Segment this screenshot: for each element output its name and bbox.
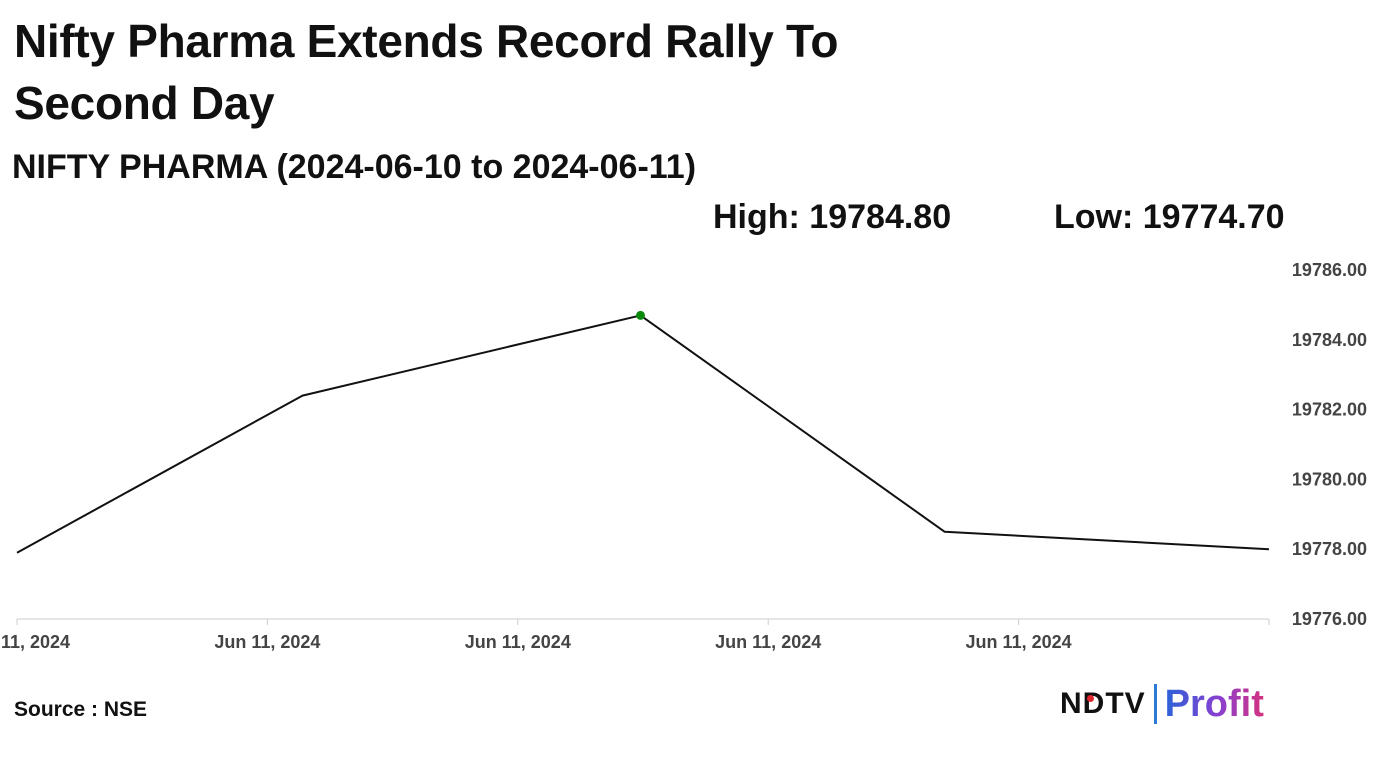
y-tick-label-2: 19780.00 — [1292, 469, 1367, 489]
x-tick-label-3: Jun 11, 2024 — [715, 632, 821, 652]
line-chart: Jun 11, 2024 Jun 11, 2024 Jun 11, 2024 Jun … — [0, 260, 1367, 652]
source-label: Source : NSE — [14, 698, 148, 721]
y-tick-label-4: 19784.00 — [1292, 330, 1367, 350]
ndtv-profit-logo: NDTV Profit — [1060, 682, 1264, 726]
x-tick-label-0: Jun 11, 2024 — [0, 632, 70, 652]
y-tick-label-3: 19782.00 — [1292, 400, 1367, 420]
x-tick-label-4: Jun 11, 2024 — [966, 632, 1072, 652]
chart-subtitle: NIFTY PHARMA (2024-06-10 to 2024-06-11) — [12, 148, 697, 186]
headline: Nifty Pharma Extends Record Rally To Sec… — [14, 15, 839, 129]
high-value: High: 19784.80 — [713, 198, 952, 236]
logo-red-dot — [1087, 695, 1094, 702]
x-tick-label-2: Jun 11, 2024 — [465, 632, 571, 652]
y-tick-label-1: 19778.00 — [1292, 539, 1367, 559]
logo-separator — [1153, 684, 1157, 724]
x-tick-label-1: Jun 11, 2024 — [214, 632, 320, 652]
y-tick-label-5: 19786.00 — [1292, 260, 1367, 280]
series-line-0 — [16, 314, 1270, 554]
logo-ndtv-text: NDTV — [1060, 687, 1146, 720]
low-value: Low: 19774.70 — [1054, 198, 1285, 236]
y-tick-label-0: 19776.00 — [1292, 609, 1367, 629]
logo-profit-text: Profit — [1164, 682, 1264, 725]
high-point-marker — [635, 310, 645, 320]
